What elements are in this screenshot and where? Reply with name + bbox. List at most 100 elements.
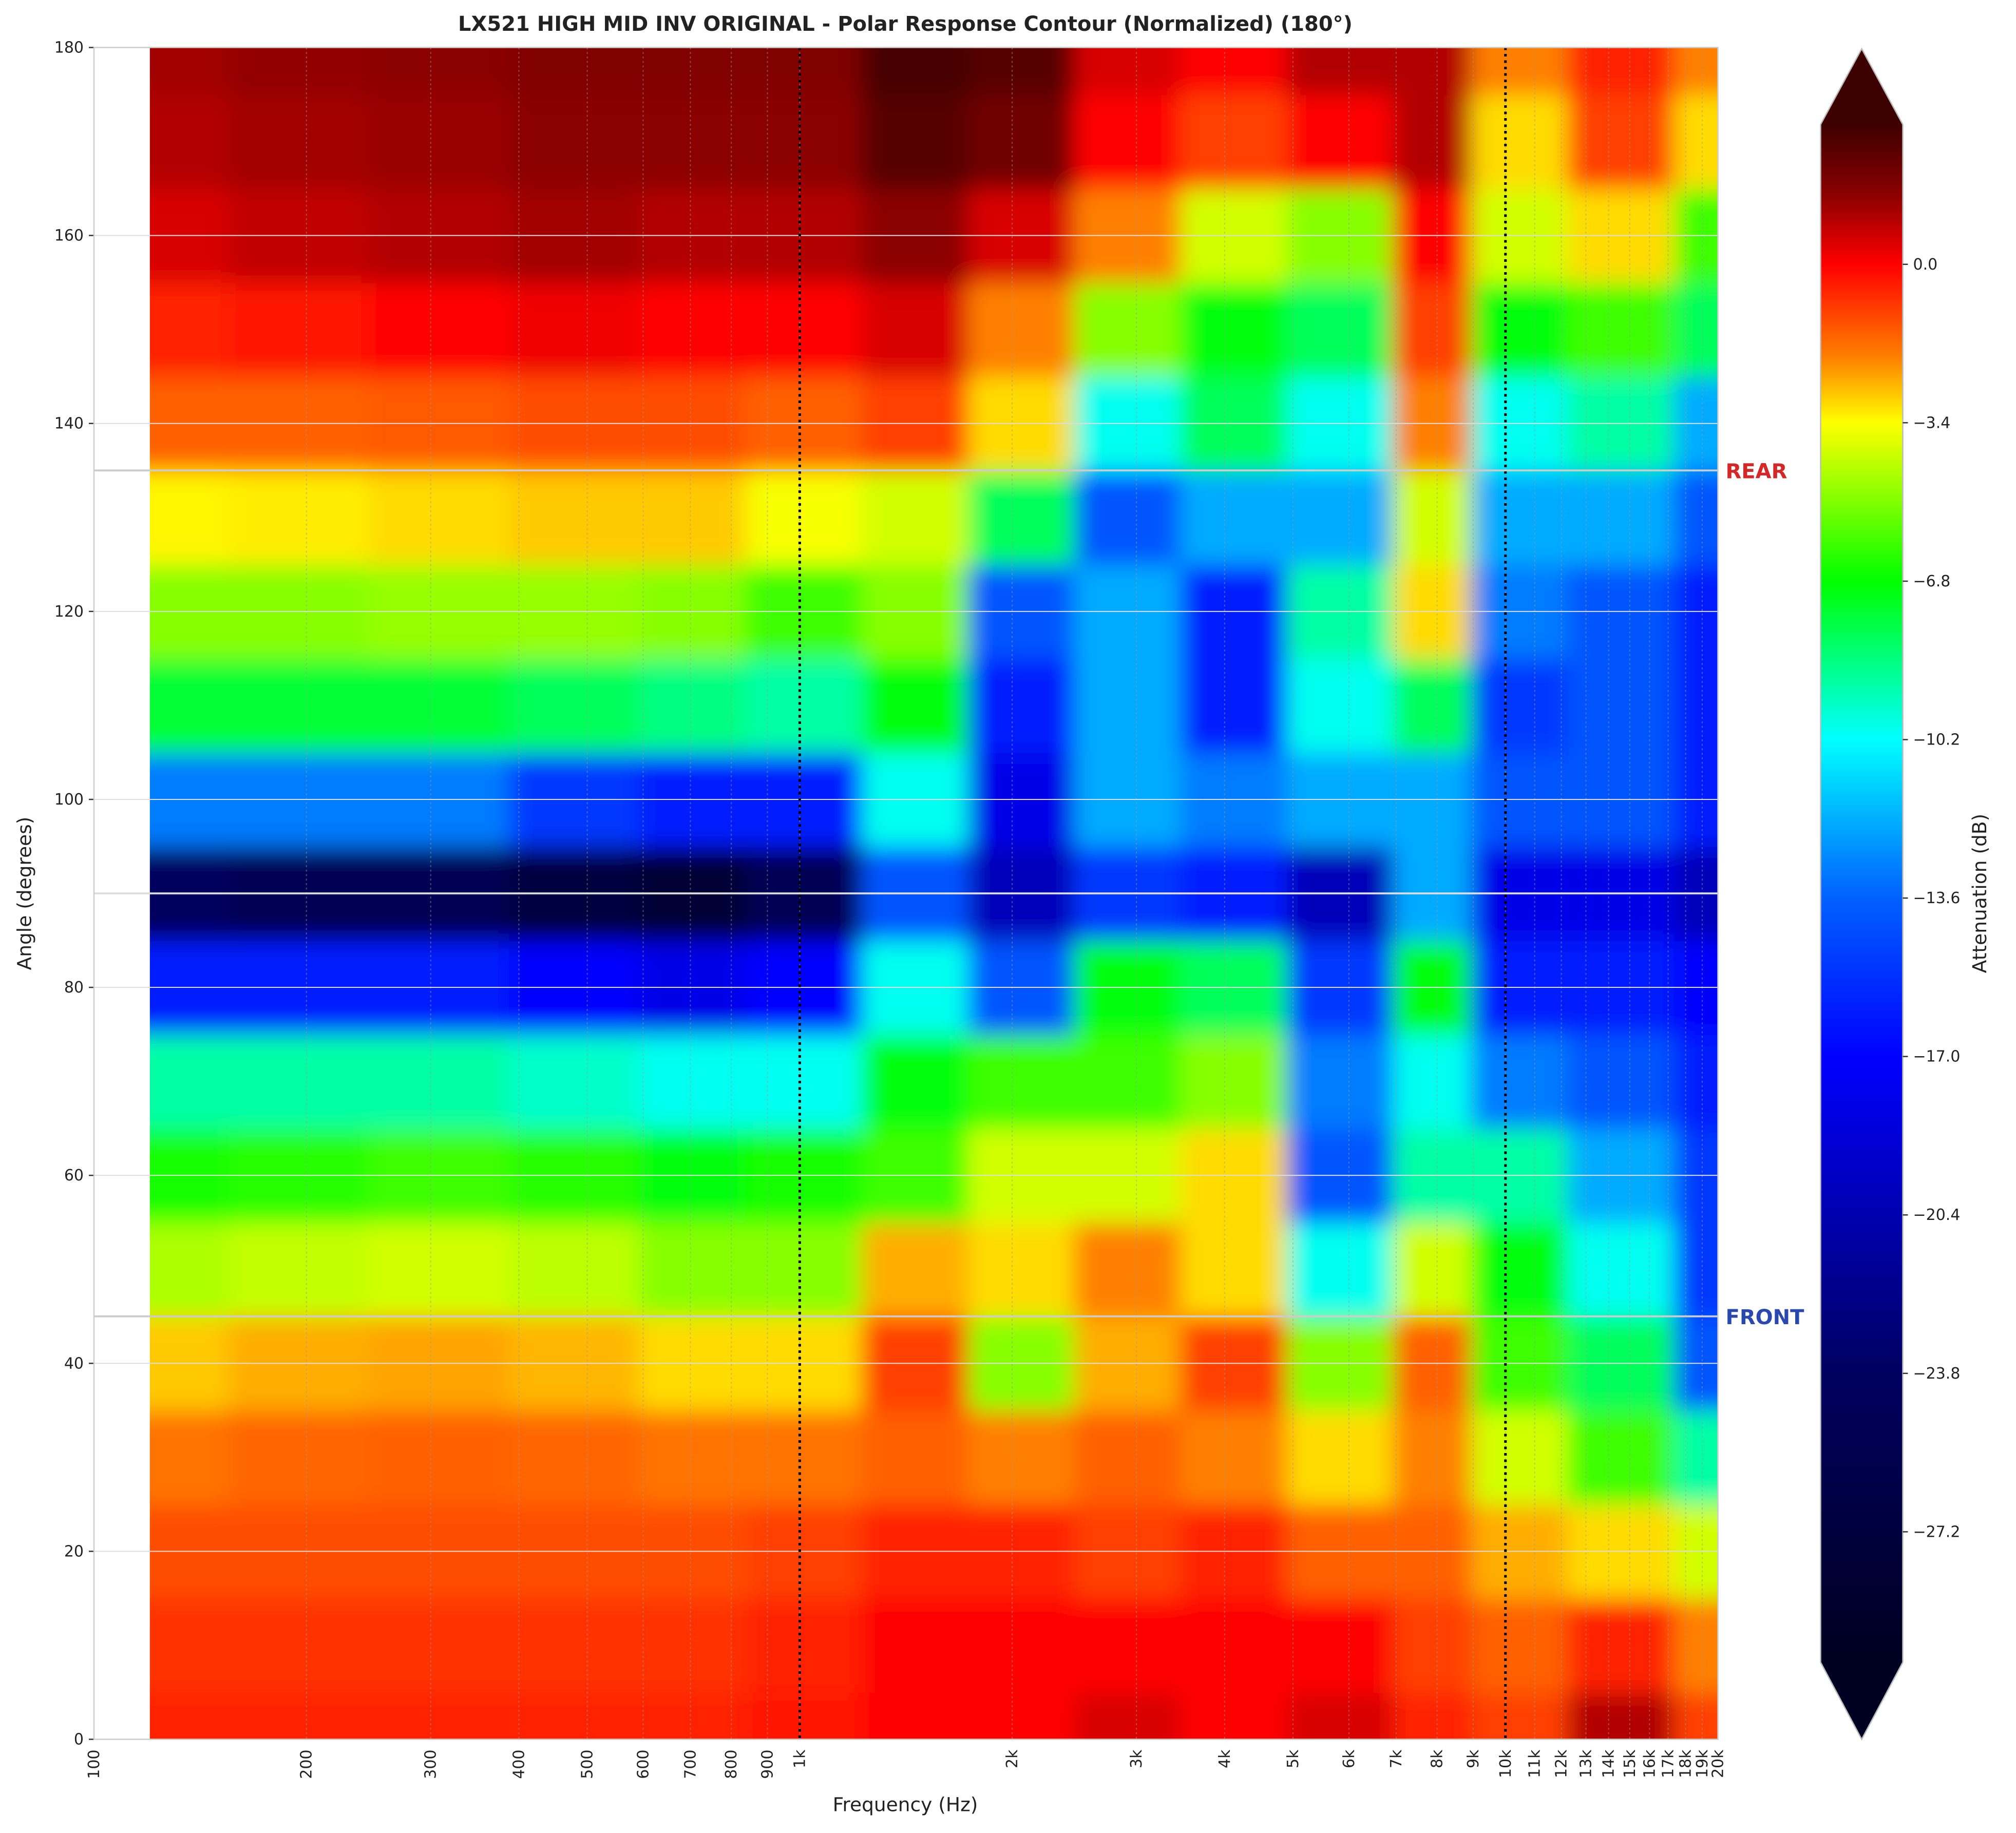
contour-cell	[1567, 470, 1675, 565]
contour-cell	[745, 1034, 863, 1129]
contour-cell	[1567, 1410, 1675, 1505]
x-tick-label: 11k	[1526, 1749, 1544, 1778]
contour-cell	[1567, 1034, 1675, 1129]
contour-cell	[1393, 658, 1472, 753]
contour-cell	[1180, 1222, 1288, 1317]
x-tick-label: 500	[579, 1750, 597, 1779]
contour-field	[149, 47, 1718, 1740]
contour-cell	[1180, 1598, 1288, 1693]
contour-cell	[1180, 1034, 1288, 1129]
contour-cell	[1471, 1598, 1569, 1693]
contour-cell	[639, 47, 746, 96]
contour-cell	[1074, 658, 1182, 753]
contour-cell	[149, 282, 229, 377]
contour-cell	[745, 470, 863, 565]
reference-label: REAR	[1726, 460, 1787, 483]
contour-cell	[149, 1410, 229, 1505]
contour-cell	[968, 1598, 1075, 1693]
contour-cell	[1393, 47, 1472, 96]
contour-cell	[149, 47, 229, 96]
x-tick-label: 1k	[791, 1749, 809, 1768]
contour-cell	[1074, 94, 1182, 189]
contour-cell	[1673, 1034, 1718, 1129]
contour-cell	[1393, 470, 1472, 565]
contour-cell	[968, 1692, 1075, 1740]
contour-cell	[368, 1598, 510, 1693]
contour-cell	[228, 94, 369, 189]
x-tick-label: 100	[85, 1750, 103, 1779]
contour-cell	[1180, 1410, 1288, 1505]
contour-cell	[1180, 1692, 1288, 1740]
x-tick-label: 6k	[1340, 1749, 1358, 1768]
contour-cell	[1180, 94, 1288, 189]
contour-cell	[1567, 1222, 1675, 1317]
contour-cell	[1393, 1692, 1472, 1740]
contour-cell	[639, 1598, 746, 1693]
contour-cell	[745, 1598, 863, 1693]
contour-cell	[228, 282, 369, 377]
colorbar-tick-label: −27.2	[1913, 1523, 1961, 1541]
x-tick-label: 5k	[1284, 1749, 1302, 1768]
contour-cell	[1567, 658, 1675, 753]
contour-cell	[368, 1222, 510, 1317]
contour-cell	[149, 1692, 229, 1740]
contour-cell	[862, 1034, 969, 1129]
colorbar-tick-label: 0.0	[1913, 256, 1938, 274]
colorbar-outline	[1820, 47, 1904, 1741]
contour-cell	[1567, 1598, 1675, 1693]
contour-cell	[1286, 658, 1394, 753]
contour-cell	[1180, 658, 1288, 753]
x-tick-label: 8k	[1429, 1749, 1447, 1768]
contour-cell	[1286, 47, 1394, 96]
contour-cell	[368, 47, 510, 96]
contour-cell	[149, 470, 229, 565]
contour-cell	[1673, 1692, 1718, 1740]
x-tick-label: 17k	[1659, 1749, 1677, 1778]
y-tick-label: 100	[54, 791, 84, 809]
x-tick-label: 900	[758, 1750, 776, 1779]
x-tick-label: 18k	[1677, 1749, 1695, 1778]
contour-cell	[149, 1222, 229, 1317]
contour-cell	[509, 1692, 640, 1740]
y-axis-label: Angle (degrees)	[13, 817, 36, 970]
contour-cell	[368, 470, 510, 565]
colorbar-label: Attenuation (dB)	[1968, 814, 1991, 973]
contour-cell	[1074, 1034, 1182, 1129]
x-tick-label: 7k	[1387, 1749, 1405, 1768]
contour-cell	[228, 1034, 369, 1129]
contour-cell	[862, 1410, 969, 1505]
x-tick-label: 2k	[1003, 1749, 1021, 1768]
contour-cell	[1567, 282, 1675, 377]
contour-cell	[745, 47, 863, 96]
colorbar	[1820, 124, 1903, 1663]
contour-cell	[1074, 470, 1182, 565]
contour-cell	[639, 470, 746, 565]
contour-cell	[509, 94, 640, 189]
y-tick-label: 20	[64, 1542, 84, 1560]
x-tick-label: 400	[510, 1750, 528, 1779]
contour-cell	[639, 94, 746, 189]
contour-cell	[1471, 282, 1569, 377]
contour-cell	[639, 1034, 746, 1129]
contour-cell	[149, 1598, 229, 1693]
contour-cell	[968, 94, 1075, 189]
x-tick-label: 700	[681, 1750, 699, 1779]
contour-cell	[1286, 1222, 1394, 1317]
contour-cell	[368, 282, 510, 377]
contour-cell	[745, 282, 863, 377]
contour-cell	[149, 94, 229, 189]
contour-cell	[862, 470, 969, 565]
contour-cell	[862, 94, 969, 189]
contour-cell	[368, 94, 510, 189]
contour-cell	[862, 1692, 969, 1740]
contour-cell	[228, 1692, 369, 1740]
contour-cell	[968, 658, 1075, 753]
contour-cell	[639, 658, 746, 753]
contour-cell	[1074, 1598, 1182, 1693]
contour-cell	[1673, 470, 1718, 565]
contour-cell	[1567, 94, 1675, 189]
contour-cell	[1074, 1692, 1182, 1740]
contour-cell	[1393, 1410, 1472, 1505]
contour-cell	[968, 282, 1075, 377]
